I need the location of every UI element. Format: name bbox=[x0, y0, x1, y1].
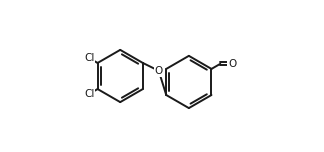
Text: O: O bbox=[155, 66, 163, 76]
Text: Cl: Cl bbox=[84, 89, 94, 99]
Text: O: O bbox=[228, 59, 236, 69]
Text: Cl: Cl bbox=[84, 53, 94, 63]
